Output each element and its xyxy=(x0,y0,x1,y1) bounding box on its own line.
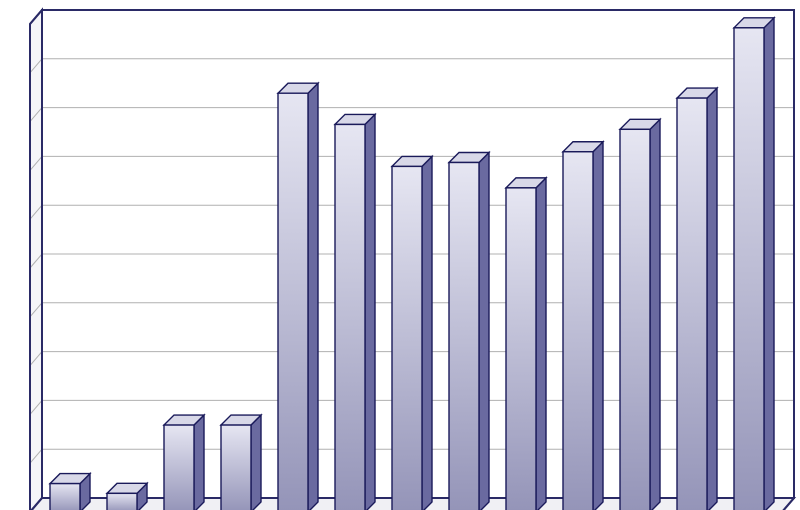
bar xyxy=(221,415,261,510)
bar xyxy=(50,474,90,510)
bar xyxy=(164,415,204,510)
bar xyxy=(620,119,660,510)
bar xyxy=(392,156,432,510)
bar xyxy=(506,178,546,510)
bar xyxy=(734,18,774,510)
bar xyxy=(563,142,603,510)
bar xyxy=(107,483,147,510)
bar xyxy=(677,88,717,510)
bar xyxy=(278,83,318,510)
bar-chart-3d xyxy=(0,0,800,510)
chart-wall-left xyxy=(30,10,42,510)
bar xyxy=(335,114,375,510)
bar xyxy=(449,152,489,510)
